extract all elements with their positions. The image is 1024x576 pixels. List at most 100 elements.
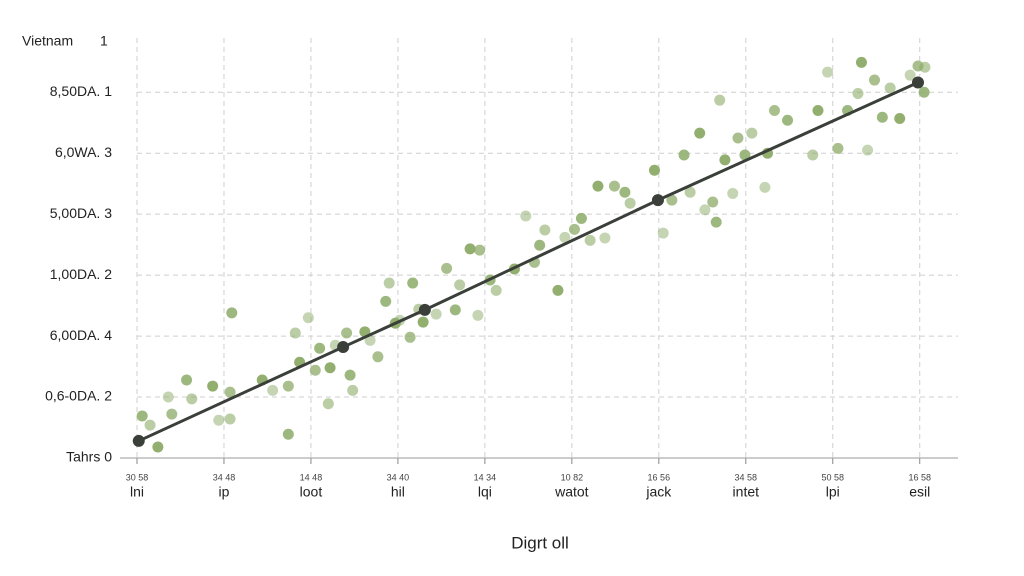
scatter-point bbox=[464, 243, 476, 255]
scatter-point bbox=[666, 194, 678, 206]
y-axis-note: 1 bbox=[100, 33, 108, 49]
x-tick-label: esil bbox=[909, 484, 930, 500]
scatter-point bbox=[207, 380, 219, 392]
x-tick-code: 10 82 bbox=[561, 472, 584, 482]
scatter-point bbox=[213, 414, 225, 426]
y-tick-label: 6,00DA. 4 bbox=[50, 327, 112, 343]
trend-point bbox=[911, 76, 924, 89]
scatter-point bbox=[739, 149, 751, 161]
scatter-point bbox=[309, 364, 321, 376]
x-tick-code: 50 58 bbox=[821, 472, 844, 482]
scatter-point bbox=[341, 327, 353, 339]
scatter-point bbox=[282, 428, 294, 440]
scatter-point bbox=[449, 304, 461, 316]
x-tick-code: 16 56 bbox=[648, 472, 671, 482]
scatter-point bbox=[624, 197, 636, 209]
scatter-point bbox=[407, 277, 419, 289]
scatter-point bbox=[822, 66, 834, 78]
scatter-point bbox=[719, 154, 731, 166]
scatter-point bbox=[782, 114, 794, 126]
scatter-point bbox=[768, 105, 780, 117]
trend-point bbox=[418, 303, 431, 316]
scatter-point bbox=[759, 181, 771, 193]
scatter-point bbox=[919, 61, 931, 73]
scatter-point bbox=[224, 413, 236, 425]
scatter-point bbox=[417, 316, 429, 328]
scatter-point bbox=[144, 419, 156, 431]
scatter-point bbox=[832, 142, 844, 154]
x-tick-code: 34 48 bbox=[213, 472, 236, 482]
scatter-point bbox=[559, 231, 571, 243]
scatter-point bbox=[282, 380, 294, 392]
scatter-point bbox=[181, 374, 193, 386]
scatter-point bbox=[714, 94, 726, 106]
scatter-point bbox=[520, 210, 532, 222]
scatter-point bbox=[746, 127, 758, 139]
scatter-point bbox=[404, 331, 416, 343]
scatter-point bbox=[430, 308, 442, 320]
scatter-point bbox=[534, 239, 546, 251]
scatter-point bbox=[707, 196, 719, 208]
y-tick-label: 5,00DA. 3 bbox=[50, 205, 112, 221]
scatter-point bbox=[648, 164, 660, 176]
scatter-point bbox=[322, 398, 334, 410]
scatter-point bbox=[684, 186, 696, 198]
scatter-point bbox=[347, 384, 359, 396]
scatter-point bbox=[812, 105, 824, 117]
scatter-point bbox=[344, 369, 356, 381]
scatter-point bbox=[862, 144, 874, 156]
scatter-point bbox=[869, 74, 881, 86]
x-tick-code: 34 40 bbox=[387, 472, 410, 482]
y-tick-label: 1,00DA. 2 bbox=[50, 266, 112, 282]
scatter-point bbox=[372, 351, 384, 363]
y-axis-label: Vietnam bbox=[22, 33, 73, 49]
x-tick-code: 30 58 bbox=[126, 472, 149, 482]
scatter-point bbox=[474, 244, 486, 256]
scatter-point bbox=[552, 284, 564, 296]
scatter-point bbox=[807, 149, 819, 161]
scatter-point bbox=[226, 307, 238, 319]
x-tick-label: lqi bbox=[478, 484, 492, 500]
x-tick-code: 34 58 bbox=[735, 472, 758, 482]
x-tick-label: loot bbox=[300, 484, 323, 500]
scatter-point bbox=[472, 309, 484, 321]
scatter-point bbox=[876, 111, 888, 123]
y-tick-label: 8,50DA. 1 bbox=[50, 83, 112, 99]
scatter-point bbox=[152, 441, 164, 453]
scatter-point bbox=[657, 227, 669, 239]
x-tick-code: 16 58 bbox=[908, 472, 931, 482]
x-tick-label: ip bbox=[219, 484, 230, 500]
scatter-point bbox=[894, 112, 906, 124]
scatter-point bbox=[694, 127, 706, 139]
scatter-point bbox=[166, 408, 178, 420]
scatter-point bbox=[302, 312, 314, 324]
y-tick-label: Tahrs 0 bbox=[66, 449, 112, 465]
x-tick-label: lpi bbox=[826, 484, 840, 500]
x-tick-code: 14 34 bbox=[474, 472, 497, 482]
scatter-point bbox=[267, 384, 279, 396]
scatter-point bbox=[592, 180, 604, 192]
x-tick-label: jack bbox=[645, 484, 672, 500]
scatter-point bbox=[678, 149, 690, 161]
scatter-point bbox=[490, 284, 502, 296]
scatter-point bbox=[186, 393, 198, 405]
scatter-point bbox=[289, 327, 301, 339]
scatter-point bbox=[904, 69, 916, 81]
scatter-point bbox=[852, 87, 864, 99]
trend-point bbox=[132, 434, 145, 447]
scatter-point bbox=[599, 232, 611, 244]
x-tick-label: intet bbox=[733, 484, 760, 500]
scatter-point bbox=[454, 279, 466, 291]
scatter-point bbox=[699, 204, 711, 216]
x-tick-label: hil bbox=[391, 484, 405, 500]
scatter-point bbox=[568, 223, 580, 235]
scatter-point bbox=[855, 56, 867, 68]
scatter-point bbox=[224, 386, 236, 398]
scatter-point bbox=[575, 212, 587, 224]
x-tick-label: lni bbox=[130, 484, 144, 500]
scatter-point bbox=[383, 277, 395, 289]
scatter-point bbox=[441, 262, 453, 274]
scatter-point bbox=[136, 410, 148, 422]
scatter-point bbox=[619, 186, 631, 198]
